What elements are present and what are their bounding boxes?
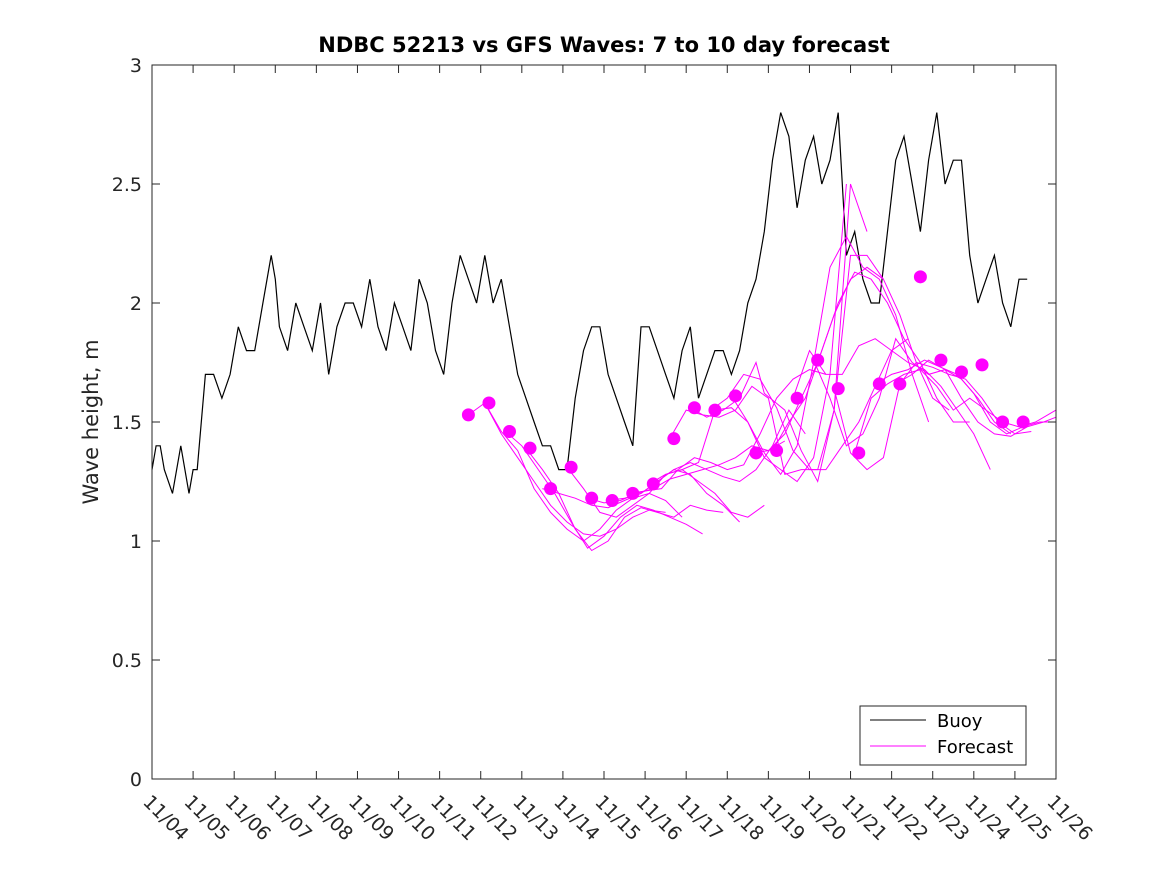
y-tick-label: 3 [130, 55, 142, 77]
forecast-series-line [468, 402, 666, 537]
forecast-point [811, 353, 825, 367]
forecast-series-line [895, 359, 1057, 437]
forecast-point [687, 401, 701, 415]
forecast-point [893, 377, 907, 391]
y-tick-label: 2 [130, 293, 142, 315]
legend-forecast-label: Forecast [937, 737, 1013, 758]
y-tick-label: 0 [130, 769, 142, 791]
forecast-point [482, 396, 496, 410]
forecast-point [585, 491, 599, 505]
forecast-point [852, 446, 866, 460]
chart-title: NDBC 52213 vs GFS Waves: 7 to 10 day for… [318, 33, 889, 57]
forecast-point [502, 425, 516, 439]
forecast-point [1016, 415, 1030, 429]
forecast-point [626, 486, 640, 500]
legend: Buoy Forecast [859, 705, 1027, 766]
forecast-series-line [690, 254, 884, 483]
forecast-series-line [730, 235, 930, 476]
y-tick-label: 1 [130, 531, 142, 553]
forecast-point [708, 403, 722, 417]
forecast-point [667, 432, 681, 446]
forecast-point [770, 444, 784, 458]
y-tick-label: 1.5 [112, 412, 142, 434]
forecast-series-line [587, 440, 786, 504]
forecast-point [544, 482, 558, 496]
forecast-point [646, 477, 660, 491]
forecast-series-line [792, 338, 991, 470]
forecast-point [934, 353, 948, 367]
forecast-point [954, 365, 968, 379]
y-axis-label: Wave height, m [79, 339, 103, 504]
forecast-point [728, 389, 742, 403]
y-tick-label: 0.5 [112, 650, 142, 672]
forecast-point [749, 446, 763, 460]
forecast-point [605, 494, 619, 508]
forecast-series-line [628, 369, 827, 494]
forecast-point [913, 270, 927, 284]
forecast-point [564, 460, 578, 474]
forecast-point [523, 441, 537, 455]
forecast-series-line [772, 271, 970, 451]
forecast-point [996, 415, 1010, 429]
forecast-point [975, 358, 989, 372]
series-layer [151, 112, 1057, 552]
buoy-series-line [151, 112, 1028, 494]
forecast-point [831, 382, 845, 396]
legend-box [859, 705, 1027, 766]
forecast-point [790, 391, 804, 405]
y-tick-label: 2.5 [112, 174, 142, 196]
forecast-point [872, 377, 886, 391]
forecast-series-line [505, 431, 703, 549]
forecast-point [461, 408, 475, 422]
forecast-series-line [813, 337, 1012, 447]
legend-buoy-label: Buoy [937, 711, 983, 732]
